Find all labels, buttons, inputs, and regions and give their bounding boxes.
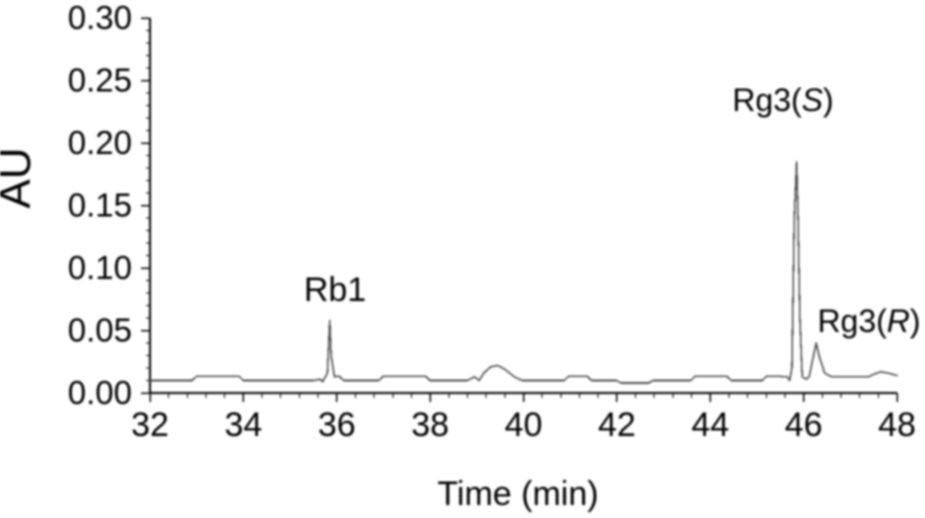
- svg-text:Rb1: Rb1: [304, 271, 366, 309]
- svg-text:0.10: 0.10: [68, 249, 132, 286]
- svg-text:42: 42: [598, 406, 636, 444]
- svg-text:32: 32: [131, 406, 169, 444]
- svg-text:0.25: 0.25: [68, 62, 132, 99]
- svg-text:0.15: 0.15: [68, 187, 132, 224]
- svg-text:0.05: 0.05: [68, 312, 132, 349]
- svg-text:36: 36: [318, 406, 356, 444]
- svg-text:48: 48: [878, 406, 916, 444]
- svg-text:46: 46: [785, 406, 823, 444]
- svg-text:38: 38: [411, 406, 449, 444]
- svg-text:0.20: 0.20: [68, 124, 132, 161]
- svg-text:AU: AU: [0, 147, 40, 208]
- svg-text:Rg3(S): Rg3(S): [732, 82, 833, 118]
- svg-text:0.00: 0.00: [68, 374, 132, 411]
- svg-text:Rg3(R): Rg3(R): [817, 303, 920, 339]
- svg-text:Time (min): Time (min): [437, 475, 598, 513]
- svg-text:0.30: 0.30: [68, 0, 132, 36]
- svg-text:34: 34: [224, 406, 262, 444]
- svg-text:40: 40: [505, 406, 543, 444]
- svg-text:44: 44: [691, 406, 729, 444]
